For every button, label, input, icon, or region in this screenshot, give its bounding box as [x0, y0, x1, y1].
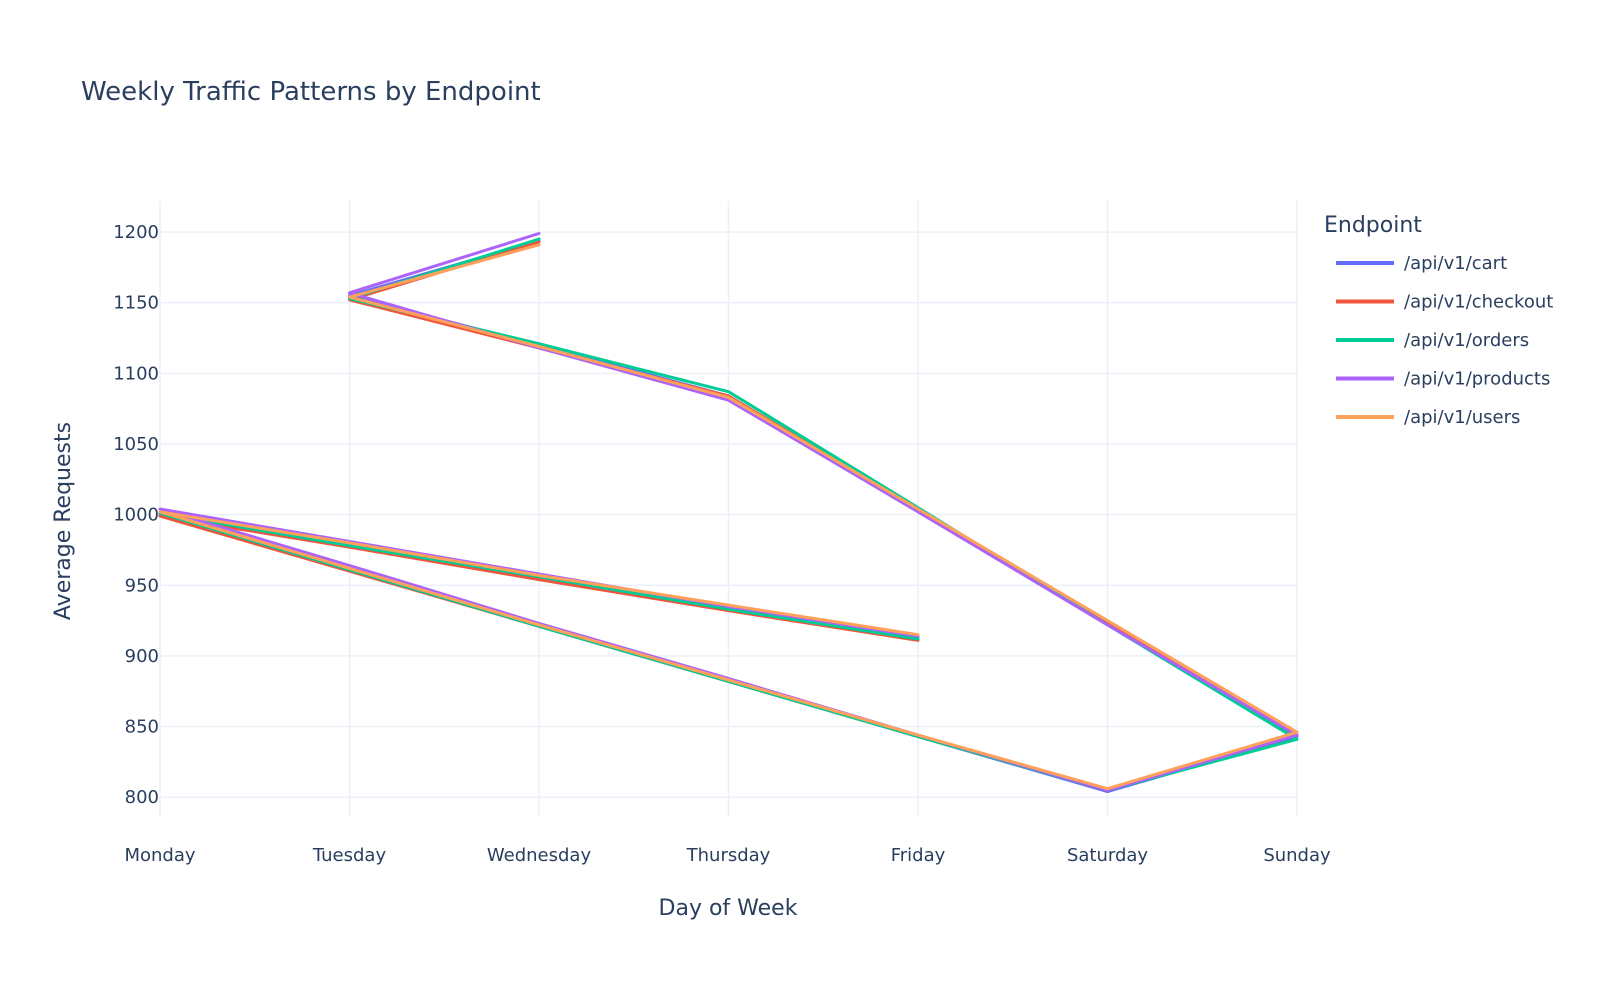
y-gridlines	[160, 231, 1297, 798]
x-axis-title: Day of Week	[659, 896, 798, 921]
legend-label-api-v1-users: /api/v1/users	[1404, 407, 1520, 428]
x-gridlines	[159, 201, 1298, 817]
y-tick-label-1050: 1050	[113, 434, 159, 455]
x-tick-label-tuesday: Tuesday	[312, 845, 387, 866]
x-tick-label-saturday: Saturday	[1067, 845, 1148, 866]
x-tick-label-thursday: Thursday	[686, 845, 771, 866]
legend-item-api-v1-orders[interactable]: /api/v1/orders	[1336, 330, 1529, 351]
x-tick-label-friday: Friday	[891, 845, 946, 866]
x-tick-label-monday: Monday	[124, 845, 195, 866]
series-line-api-v1-users	[158, 243, 1299, 791]
legend: Endpoint /api/v1/cart/api/v1/checkout/ap…	[1324, 213, 1553, 428]
legend-label-api-v1-cart: /api/v1/cart	[1404, 253, 1507, 274]
legend-item-api-v1-cart[interactable]: /api/v1/cart	[1336, 253, 1507, 274]
y-tick-label-800: 800	[125, 787, 159, 808]
legend-title: Endpoint	[1324, 213, 1422, 238]
y-tick-label-850: 850	[125, 717, 159, 738]
legend-item-api-v1-checkout[interactable]: /api/v1/checkout	[1336, 292, 1553, 313]
x-axis-ticks: Monday Tuesday Wednesday Thursday Friday Satu…	[124, 845, 1331, 866]
y-tick-label-1150: 1150	[113, 293, 159, 314]
legend-label-api-v1-orders: /api/v1/orders	[1404, 330, 1529, 351]
y-tick-label-1200: 1200	[113, 222, 159, 243]
legend-items: /api/v1/cart/api/v1/checkout/api/v1/orde…	[1336, 253, 1553, 428]
legend-label-api-v1-checkout: /api/v1/checkout	[1404, 292, 1553, 313]
y-axis-title: Average Requests	[51, 422, 76, 620]
x-tick-label-sunday: Sunday	[1263, 845, 1331, 866]
y-tick-label-1100: 1100	[113, 363, 159, 384]
y-tick-label-900: 900	[125, 646, 159, 667]
legend-item-api-v1-users[interactable]: /api/v1/users	[1336, 407, 1520, 428]
legend-item-api-v1-products[interactable]: /api/v1/products	[1336, 369, 1550, 390]
y-tick-label-1000: 1000	[113, 505, 159, 526]
legend-label-api-v1-products: /api/v1/products	[1404, 369, 1550, 390]
series-lines	[158, 232, 1299, 794]
y-tick-label-950: 950	[125, 575, 159, 596]
y-axis-ticks: 800 850 900 950 1000 1050 1100 1150 1200	[113, 222, 159, 808]
x-tick-label-wednesday: Wednesday	[487, 845, 592, 866]
chart-title: Weekly Traffic Patterns by Endpoint	[81, 77, 541, 107]
